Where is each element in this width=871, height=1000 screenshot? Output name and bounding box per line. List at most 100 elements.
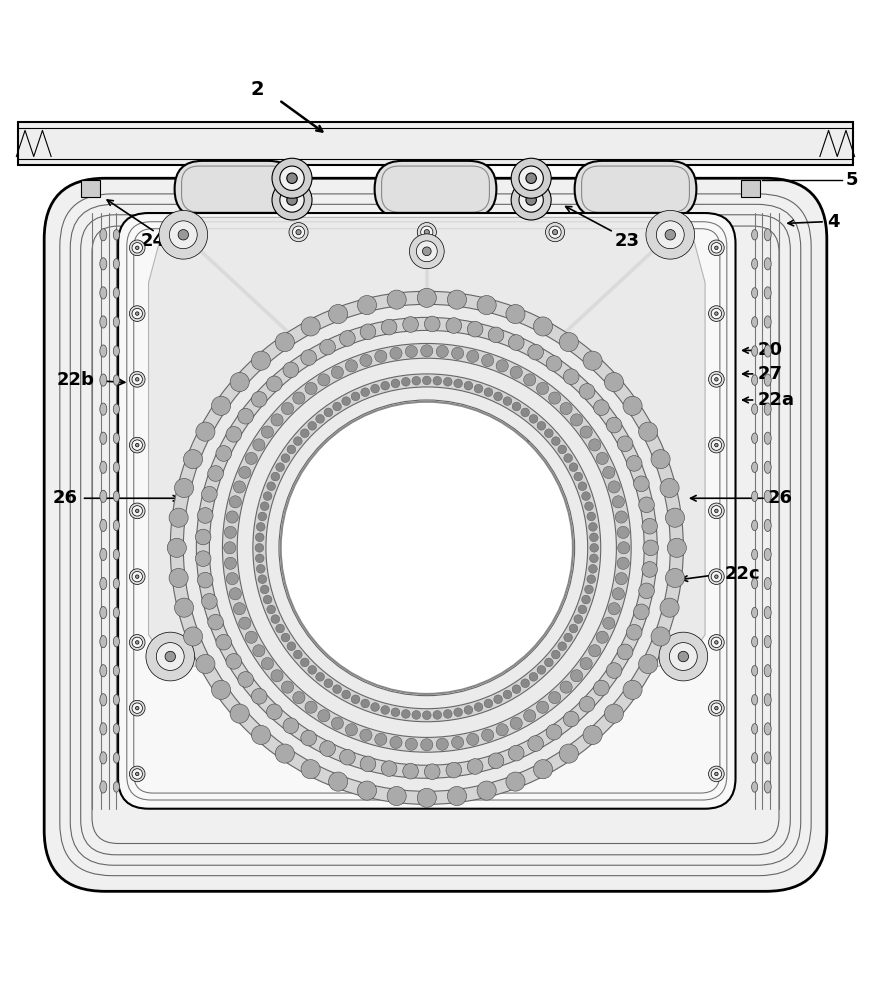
Circle shape bbox=[267, 704, 282, 720]
Bar bbox=[740, 180, 760, 197]
Circle shape bbox=[436, 738, 449, 750]
Circle shape bbox=[267, 482, 275, 491]
Circle shape bbox=[603, 617, 615, 629]
Circle shape bbox=[174, 478, 193, 498]
Circle shape bbox=[467, 350, 479, 362]
Circle shape bbox=[341, 690, 350, 699]
Circle shape bbox=[201, 594, 217, 609]
Circle shape bbox=[503, 397, 512, 405]
Circle shape bbox=[651, 627, 670, 646]
Circle shape bbox=[305, 701, 317, 713]
Circle shape bbox=[165, 651, 175, 662]
Circle shape bbox=[574, 472, 583, 481]
Circle shape bbox=[391, 708, 400, 717]
Circle shape bbox=[714, 575, 718, 578]
Circle shape bbox=[333, 685, 341, 694]
Circle shape bbox=[549, 392, 561, 404]
Ellipse shape bbox=[113, 491, 119, 502]
Circle shape bbox=[537, 382, 549, 395]
Ellipse shape bbox=[764, 752, 771, 764]
Circle shape bbox=[580, 426, 592, 438]
Circle shape bbox=[665, 230, 676, 240]
Circle shape bbox=[590, 554, 598, 563]
Ellipse shape bbox=[113, 520, 119, 531]
Circle shape bbox=[528, 736, 544, 751]
Circle shape bbox=[579, 384, 595, 399]
Circle shape bbox=[333, 402, 341, 411]
Circle shape bbox=[633, 604, 649, 620]
Circle shape bbox=[146, 632, 194, 681]
Circle shape bbox=[512, 402, 521, 411]
Circle shape bbox=[287, 445, 296, 454]
Circle shape bbox=[559, 333, 578, 352]
Circle shape bbox=[564, 711, 579, 727]
Circle shape bbox=[711, 243, 721, 253]
Ellipse shape bbox=[764, 258, 771, 270]
Circle shape bbox=[307, 421, 316, 430]
Ellipse shape bbox=[100, 374, 107, 386]
Circle shape bbox=[132, 506, 143, 516]
Circle shape bbox=[415, 450, 438, 472]
Text: 2: 2 bbox=[251, 80, 264, 99]
Circle shape bbox=[381, 381, 389, 390]
Circle shape bbox=[280, 166, 304, 190]
Circle shape bbox=[714, 509, 718, 513]
Ellipse shape bbox=[113, 375, 119, 385]
Circle shape bbox=[381, 706, 389, 714]
Circle shape bbox=[260, 585, 269, 594]
Circle shape bbox=[271, 615, 280, 623]
Circle shape bbox=[711, 703, 721, 713]
Ellipse shape bbox=[113, 578, 119, 589]
Circle shape bbox=[276, 463, 285, 472]
Circle shape bbox=[603, 466, 615, 479]
Circle shape bbox=[626, 624, 642, 640]
Circle shape bbox=[590, 533, 598, 542]
Ellipse shape bbox=[113, 259, 119, 269]
Circle shape bbox=[606, 417, 622, 433]
Ellipse shape bbox=[752, 666, 758, 676]
Circle shape bbox=[391, 379, 400, 388]
Circle shape bbox=[521, 408, 530, 417]
Circle shape bbox=[130, 437, 145, 453]
Circle shape bbox=[604, 372, 624, 392]
Circle shape bbox=[417, 788, 436, 807]
Circle shape bbox=[225, 557, 237, 569]
Circle shape bbox=[233, 603, 246, 615]
Circle shape bbox=[174, 598, 193, 617]
Circle shape bbox=[642, 518, 658, 534]
Circle shape bbox=[579, 696, 595, 712]
Circle shape bbox=[484, 699, 493, 708]
Circle shape bbox=[451, 347, 463, 359]
Circle shape bbox=[405, 738, 417, 750]
Circle shape bbox=[340, 331, 355, 346]
Circle shape bbox=[660, 598, 679, 617]
Circle shape bbox=[533, 760, 552, 779]
Ellipse shape bbox=[764, 577, 771, 590]
Circle shape bbox=[454, 708, 463, 717]
Circle shape bbox=[267, 376, 282, 392]
Circle shape bbox=[260, 502, 269, 511]
Circle shape bbox=[564, 633, 572, 642]
Circle shape bbox=[714, 443, 718, 447]
Circle shape bbox=[659, 632, 708, 681]
Circle shape bbox=[169, 568, 188, 588]
Circle shape bbox=[381, 761, 397, 776]
Circle shape bbox=[468, 321, 483, 337]
Text: 4: 4 bbox=[827, 213, 840, 231]
Circle shape bbox=[331, 717, 343, 729]
Circle shape bbox=[287, 173, 297, 183]
Circle shape bbox=[301, 760, 321, 779]
Circle shape bbox=[578, 482, 587, 491]
Circle shape bbox=[708, 766, 724, 782]
Ellipse shape bbox=[764, 781, 771, 793]
Circle shape bbox=[255, 543, 264, 552]
Circle shape bbox=[604, 704, 624, 723]
Ellipse shape bbox=[100, 316, 107, 328]
Circle shape bbox=[482, 354, 494, 367]
Circle shape bbox=[679, 651, 689, 662]
Circle shape bbox=[615, 573, 627, 585]
Circle shape bbox=[546, 356, 562, 371]
Circle shape bbox=[167, 230, 172, 235]
Circle shape bbox=[642, 562, 658, 577]
Circle shape bbox=[371, 384, 380, 393]
